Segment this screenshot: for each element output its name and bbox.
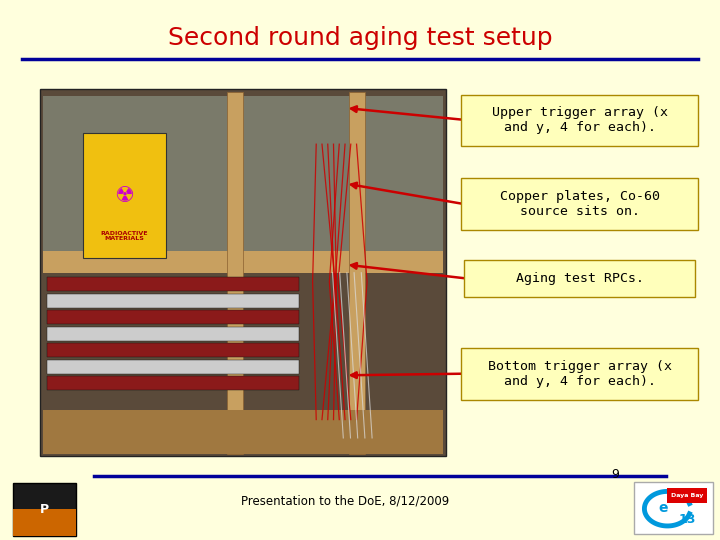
Text: e: e <box>658 501 668 515</box>
Text: RADIOACTIVE
MATERIALS: RADIOACTIVE MATERIALS <box>101 231 148 241</box>
Text: 9: 9 <box>612 468 619 481</box>
Bar <box>227 92 243 454</box>
Text: P: P <box>40 503 49 516</box>
Bar <box>47 327 299 341</box>
Bar <box>47 376 299 390</box>
Text: Presentation to the DoE, 8/12/2009: Presentation to the DoE, 8/12/2009 <box>241 495 450 508</box>
Bar <box>47 310 299 324</box>
Text: Bottom trigger array (x
and y, 4 for each).: Bottom trigger array (x and y, 4 for eac… <box>487 360 672 388</box>
Bar <box>43 251 443 273</box>
Bar <box>13 509 76 536</box>
Text: Daya Bay: Daya Bay <box>671 493 703 498</box>
Text: Copper plates, Co-60
source sits on.: Copper plates, Co-60 source sits on. <box>500 190 660 218</box>
Bar <box>40 89 446 456</box>
Text: ☢: ☢ <box>114 186 135 206</box>
FancyBboxPatch shape <box>461 178 698 230</box>
Bar <box>667 488 707 503</box>
Bar <box>47 360 299 374</box>
Bar <box>47 294 299 308</box>
Text: Second round aging test setup: Second round aging test setup <box>168 26 552 50</box>
Bar <box>13 483 76 536</box>
Text: Upper trigger array (x
and y, 4 for each).: Upper trigger array (x and y, 4 for each… <box>492 106 667 134</box>
Bar <box>47 277 299 291</box>
Bar <box>83 133 166 258</box>
Text: Aging test RPCs.: Aging test RPCs. <box>516 272 644 285</box>
Bar <box>47 343 299 357</box>
Bar <box>348 92 364 454</box>
Bar <box>634 482 713 534</box>
FancyBboxPatch shape <box>461 348 698 400</box>
FancyBboxPatch shape <box>464 260 695 297</box>
FancyBboxPatch shape <box>461 94 698 146</box>
Bar <box>43 409 443 454</box>
Text: 13: 13 <box>678 513 696 526</box>
Bar <box>43 97 443 265</box>
